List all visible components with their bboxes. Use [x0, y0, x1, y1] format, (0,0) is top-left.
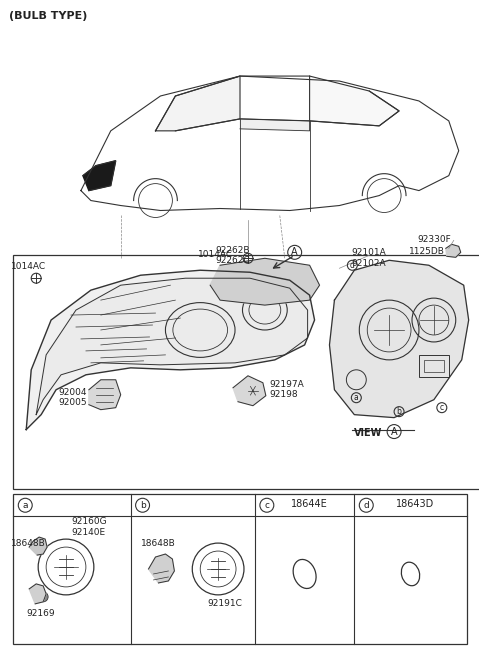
Bar — [13, 256, 480, 489]
Bar — [419, 355, 449, 377]
Text: 18644E: 18644E — [291, 499, 328, 509]
Text: a: a — [354, 393, 359, 402]
Bar — [424, 360, 444, 372]
Text: 92101A
92102A: 92101A 92102A — [351, 248, 386, 268]
Text: A: A — [391, 426, 397, 436]
Polygon shape — [26, 270, 314, 430]
Bar — [13, 494, 467, 644]
Polygon shape — [29, 584, 46, 604]
Polygon shape — [29, 537, 47, 555]
Polygon shape — [233, 376, 266, 405]
Text: (BULB TYPE): (BULB TYPE) — [9, 11, 88, 21]
Text: d: d — [363, 501, 369, 510]
Circle shape — [38, 592, 48, 602]
Text: b: b — [396, 407, 401, 416]
Polygon shape — [148, 554, 174, 583]
Polygon shape — [329, 260, 468, 418]
Text: c: c — [264, 501, 269, 510]
Text: 18648B: 18648B — [12, 539, 46, 548]
Text: 92169: 92169 — [26, 609, 55, 618]
Text: b: b — [140, 501, 145, 510]
Text: 1125DB: 1125DB — [409, 247, 445, 256]
Text: 18648B: 18648B — [141, 539, 175, 548]
Text: VIEW: VIEW — [354, 428, 383, 438]
Text: a: a — [23, 501, 28, 510]
Text: A: A — [291, 247, 298, 258]
Text: 92197A
92198: 92197A 92198 — [270, 380, 305, 399]
Text: 18643D: 18643D — [396, 499, 434, 509]
Polygon shape — [89, 380, 120, 410]
Polygon shape — [240, 119, 310, 131]
Text: 92160G
92140E: 92160G 92140E — [71, 517, 107, 537]
Polygon shape — [210, 258, 320, 305]
Text: 1014AC: 1014AC — [12, 262, 47, 271]
Text: 92330F: 92330F — [417, 235, 451, 244]
Polygon shape — [156, 76, 240, 131]
Text: 1014AC: 1014AC — [198, 250, 233, 260]
Polygon shape — [310, 76, 399, 126]
Text: d: d — [350, 261, 355, 270]
Polygon shape — [83, 161, 116, 191]
Text: 92191C: 92191C — [207, 599, 242, 608]
Text: 92262B
92262C: 92262B 92262C — [215, 246, 250, 265]
Text: 92004
92005: 92004 92005 — [58, 388, 87, 407]
Polygon shape — [36, 278, 308, 415]
Text: c: c — [440, 403, 444, 412]
Polygon shape — [446, 244, 461, 258]
